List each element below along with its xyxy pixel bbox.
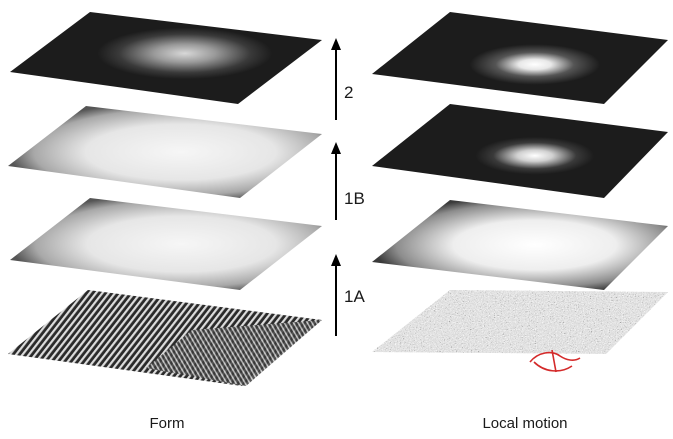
motion-stimulus-layer	[372, 290, 668, 373]
stage-arrows	[331, 38, 341, 336]
form-column	[8, 12, 322, 386]
stage-label-2: 2	[344, 83, 353, 102]
stage-label-1b: 1B	[344, 189, 365, 208]
form-texture-patch	[146, 320, 322, 386]
form-layer-1b	[8, 106, 322, 198]
form-layer-1a	[10, 198, 322, 290]
column-label-form: Form	[150, 415, 185, 432]
motion-trajectory-icon	[529, 349, 581, 373]
up-arrow-icon	[331, 38, 341, 120]
stage-label-1a: 1A	[344, 287, 365, 306]
form-layer-2	[10, 12, 322, 104]
up-arrow-icon	[331, 142, 341, 220]
motion-column	[372, 12, 668, 373]
column-label-local-motion: Local motion	[482, 415, 567, 432]
motion-layer-1a	[372, 200, 668, 290]
form-stimulus-layer	[8, 290, 322, 386]
motion-layer-2	[372, 12, 668, 104]
up-arrow-icon	[331, 254, 341, 336]
motion-layer-1b	[372, 104, 668, 198]
